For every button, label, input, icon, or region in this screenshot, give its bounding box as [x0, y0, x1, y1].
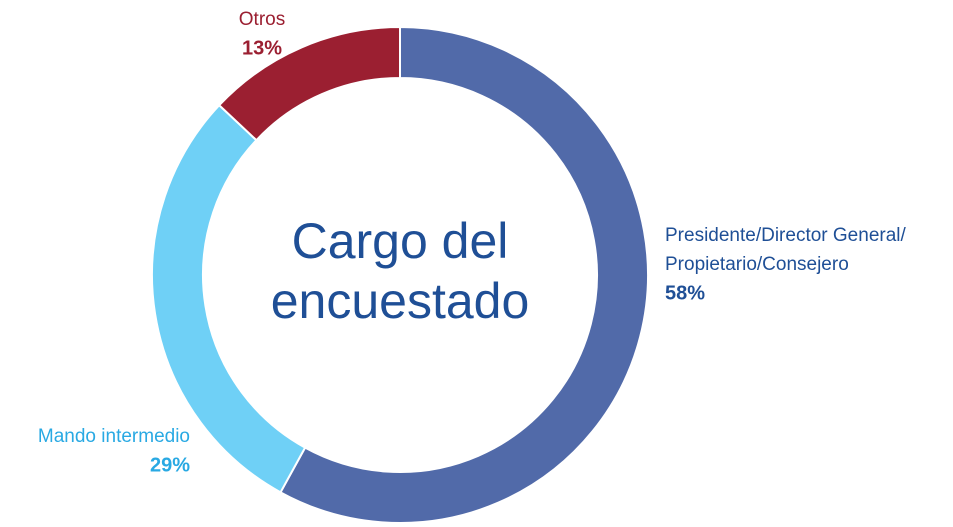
chart-title: Cargo del — [292, 213, 509, 269]
value-label: 58% — [665, 282, 705, 304]
donut-slice — [279, 25, 649, 524]
slice-label: Mando intermedio — [38, 426, 190, 447]
slice-label: Otros — [239, 9, 285, 30]
value-label: 29% — [150, 454, 190, 476]
slice-label: Propietario/Consejero — [665, 254, 849, 275]
slice-label: Presidente/Director General/ — [665, 225, 906, 246]
donut-slice — [217, 25, 401, 142]
value-label: 13% — [242, 37, 282, 59]
chart-title: encuestado — [271, 273, 530, 329]
